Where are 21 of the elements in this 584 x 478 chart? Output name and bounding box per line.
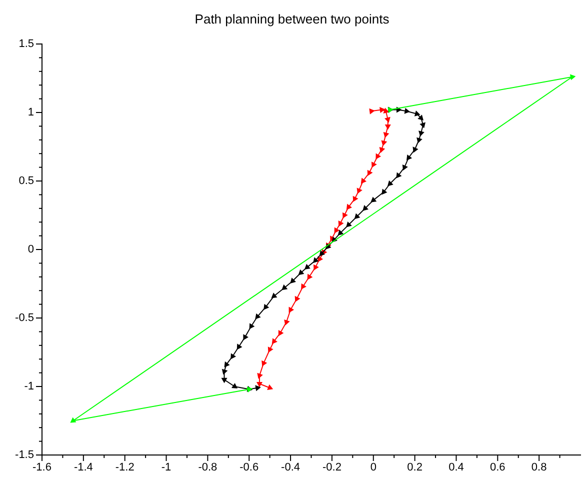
x-tick-label: 0.8 [531, 462, 547, 474]
y-tick-label: -1 [24, 380, 34, 393]
x-tick-label: -0.4 [281, 462, 300, 474]
x-tick-label: 0.2 [407, 462, 422, 474]
y-tick-label: -0.5 [15, 312, 34, 324]
x-tick-label: -1.2 [115, 462, 134, 474]
y-tick-label: 1.5 [18, 38, 34, 50]
x-tick-label: -0.8 [198, 462, 218, 474]
y-tick-label: 1 [28, 106, 34, 119]
y-tick-label: 0 [28, 244, 34, 256]
x-tick-label: -1.4 [74, 462, 93, 474]
x-tick-label: -1.6 [32, 462, 52, 474]
x-tick-label: 0.6 [490, 462, 506, 474]
x-tick-label: 0.4 [448, 462, 464, 474]
x-tick-label: -1 [161, 462, 172, 474]
y-tick-label: 0.5 [18, 175, 34, 188]
x-tick-label: -0.6 [240, 462, 259, 474]
chart-title: Path planning between two points [194, 11, 390, 26]
y-tick-label: -1.5 [15, 449, 34, 462]
x-tick-label: -0.2 [322, 462, 342, 474]
x-tick-label: 0 [370, 462, 376, 474]
